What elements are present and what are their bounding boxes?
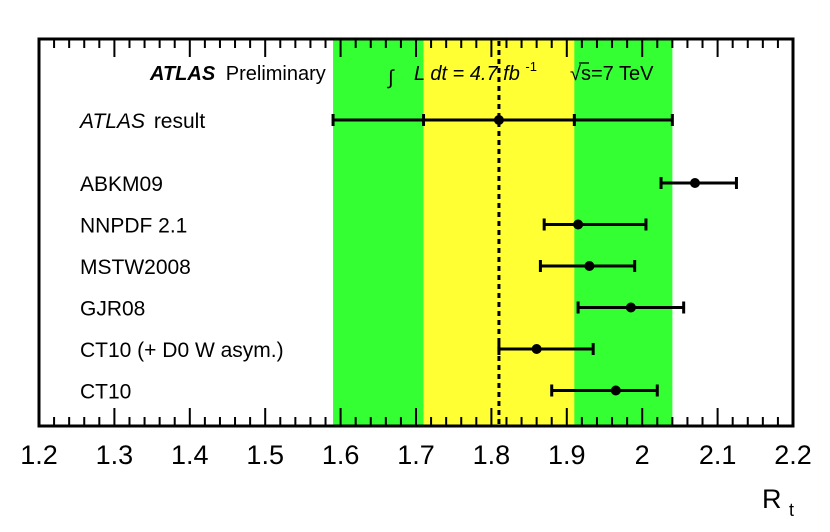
axis-ticks: 1.2 1.3 1.4 1.5 1.6 1.7 1.8 1.9 2 2.1 2.2	[20, 39, 812, 470]
x-tick-label: 1.7	[397, 440, 435, 470]
lumi-exponent: -1	[525, 59, 537, 74]
lumi-line: L dt = 4.7 fb -1	[414, 59, 537, 85]
prediction-point	[531, 344, 542, 354]
measurement-experiment: ATLAS	[78, 110, 145, 133]
uncertainty-bands	[333, 40, 673, 425]
header-experiment: ATLAS	[149, 63, 216, 85]
sqrt-sign: √	[570, 63, 581, 85]
measurement-point	[493, 115, 504, 125]
lumi-text: L dt = 4.7 fb	[414, 63, 520, 85]
prediction-label: ABKM09	[80, 173, 163, 196]
x-tick-label: 2.2	[774, 440, 812, 470]
data-marks	[331, 114, 738, 397]
x-tick-label: 1.8	[473, 440, 511, 470]
x-tick-label: 1.4	[171, 440, 209, 470]
x-tick-label: 1.6	[322, 440, 360, 470]
prediction-label: GJR08	[80, 298, 145, 321]
prediction-label: CT10	[80, 381, 131, 404]
integral-sign: ∫	[387, 67, 395, 89]
prediction-point	[610, 385, 621, 396]
x-tick-label: 2.1	[699, 440, 737, 470]
x-tick-label: 1.2	[20, 440, 58, 470]
x-axis-title-main: R	[762, 484, 782, 514]
x-axis-title-subscript: t	[789, 500, 794, 520]
measurement-label: ATLAS result	[78, 110, 205, 133]
energy-text: s=7 TeV	[581, 63, 654, 85]
prediction-point	[584, 261, 595, 271]
prediction-point	[573, 219, 584, 230]
prediction-point	[625, 302, 636, 313]
prediction-labels: ABKM09 NNPDF 2.1 MSTW2008 GJR08 CT10 (+ D0 W…	[80, 173, 284, 404]
header-status: Preliminary	[226, 63, 326, 85]
measurement-suffix: result	[154, 110, 206, 133]
prediction-label: CT10 (+ D0 W asym.)	[80, 339, 284, 362]
header-line: ATLAS Preliminary	[149, 63, 326, 85]
x-tick-label: 1.5	[246, 440, 284, 470]
prediction-label: NNPDF 2.1	[80, 215, 187, 238]
x-tick-label: 1.3	[96, 440, 134, 470]
prediction-label: MSTW2008	[80, 256, 191, 279]
x-tick-label: 1.9	[548, 440, 586, 470]
x-axis-title: R t	[762, 484, 794, 520]
x-tick-label: 2	[635, 440, 650, 470]
prediction-point	[689, 178, 700, 188]
